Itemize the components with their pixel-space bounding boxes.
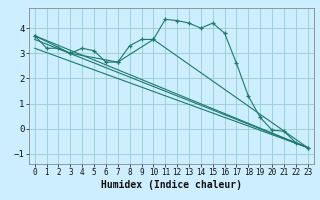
X-axis label: Humidex (Indice chaleur): Humidex (Indice chaleur) xyxy=(101,180,242,190)
